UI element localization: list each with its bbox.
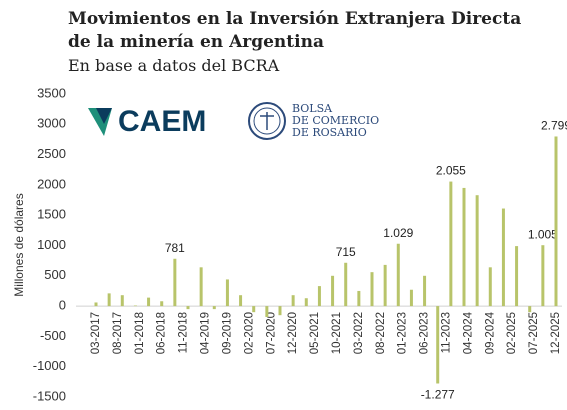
bar bbox=[278, 306, 282, 316]
bar bbox=[423, 275, 427, 307]
bar bbox=[199, 267, 203, 307]
y-tick-label: 1500 bbox=[37, 207, 66, 222]
data-label: 2.799 bbox=[541, 119, 567, 133]
data-label: 2.055 bbox=[436, 164, 466, 178]
x-tick-label: 10-2021 bbox=[331, 312, 343, 354]
bcr-logo: BOLSA DE COMERCIO DE ROSARIO bbox=[248, 102, 379, 140]
y-tick-label: 2500 bbox=[37, 146, 66, 161]
data-label: 1.029 bbox=[383, 226, 413, 240]
bar bbox=[212, 306, 216, 310]
bar bbox=[462, 187, 466, 307]
x-tick-label: 06-2023 bbox=[419, 312, 431, 354]
bar bbox=[396, 243, 400, 307]
bar bbox=[501, 208, 505, 307]
bar bbox=[528, 306, 532, 313]
y-tick-label: 0 bbox=[59, 298, 66, 313]
bar bbox=[331, 275, 335, 307]
y-tick-label: 3500 bbox=[37, 85, 66, 100]
bar bbox=[541, 245, 545, 307]
x-tick-label: 09-2019 bbox=[221, 312, 233, 354]
y-tick-label: 2000 bbox=[37, 176, 66, 191]
caem-text: CAEM bbox=[118, 105, 206, 138]
bar bbox=[344, 262, 348, 307]
bar bbox=[120, 295, 124, 307]
y-tick-label: 1000 bbox=[37, 237, 66, 252]
x-tick-label: 04-2019 bbox=[200, 312, 212, 354]
x-tick-label: 02-2020 bbox=[243, 312, 255, 354]
caem-logo: CAEM bbox=[88, 105, 206, 138]
y-tick-label: -500 bbox=[40, 328, 66, 343]
chart-subtitle: En base a datos del BCRA bbox=[68, 56, 280, 75]
x-tick-label: 12-2020 bbox=[287, 312, 299, 354]
bar bbox=[357, 290, 361, 307]
x-tick-label: 03-2017 bbox=[90, 312, 102, 354]
x-tick-label: 08-2022 bbox=[375, 312, 387, 354]
data-label: 1.005 bbox=[528, 227, 558, 241]
bar bbox=[304, 298, 308, 307]
bar bbox=[225, 279, 229, 307]
bar bbox=[173, 258, 177, 307]
x-tick-label: 03-2022 bbox=[353, 312, 365, 354]
x-tick-label: 05-2021 bbox=[309, 312, 321, 354]
y-tick-label: -1500 bbox=[33, 388, 66, 403]
y-axis-label: Millones de dólares bbox=[12, 193, 26, 296]
bar bbox=[160, 301, 164, 307]
bar bbox=[383, 264, 387, 307]
bar bbox=[449, 181, 453, 307]
bar bbox=[147, 297, 151, 307]
y-tick-label: -1000 bbox=[33, 358, 66, 373]
x-tick-label: 01-2023 bbox=[397, 312, 409, 354]
x-tick-label: 11-2023 bbox=[441, 312, 453, 353]
bcr-text: BOLSA bbox=[292, 102, 333, 115]
bar bbox=[488, 267, 492, 307]
data-label: -1.277 bbox=[421, 388, 455, 402]
x-tick-label: 07-2025 bbox=[528, 312, 540, 354]
chart-title: Movimientos en la Inversión Extranjera D… bbox=[68, 9, 522, 52]
x-tick-label: 11-2018 bbox=[178, 312, 190, 353]
bar bbox=[186, 306, 190, 310]
bcr-text: DE COMERCIO bbox=[292, 114, 379, 127]
x-tick-label: 01-2018 bbox=[134, 312, 146, 354]
bar bbox=[133, 305, 137, 307]
bar bbox=[265, 306, 269, 318]
bar bbox=[107, 293, 111, 307]
bar bbox=[239, 295, 243, 307]
data-label: 715 bbox=[336, 245, 356, 259]
x-tick-label: 09-2024 bbox=[484, 311, 496, 354]
bar bbox=[554, 136, 558, 307]
bcr-text: DE ROSARIO bbox=[292, 126, 367, 139]
y-tick-label: 500 bbox=[44, 267, 66, 282]
bar bbox=[436, 306, 440, 384]
bar bbox=[475, 195, 479, 307]
y-tick-label: 3000 bbox=[37, 116, 66, 131]
x-tick-label: 08-2017 bbox=[112, 312, 124, 354]
bar bbox=[370, 272, 374, 307]
x-tick-label: 06-2018 bbox=[156, 312, 168, 354]
x-tick-label: 02-2025 bbox=[506, 312, 518, 354]
bar bbox=[515, 246, 519, 307]
bar bbox=[317, 286, 321, 307]
bar bbox=[94, 302, 98, 307]
bar bbox=[291, 295, 295, 307]
x-tick-label: 04-2024 bbox=[462, 311, 474, 354]
bar bbox=[252, 306, 256, 313]
x-tick-label: 12-2025 bbox=[550, 312, 562, 354]
x-tick-label: 07-2020 bbox=[265, 312, 277, 354]
data-label: 781 bbox=[165, 241, 185, 255]
bar bbox=[409, 289, 413, 307]
